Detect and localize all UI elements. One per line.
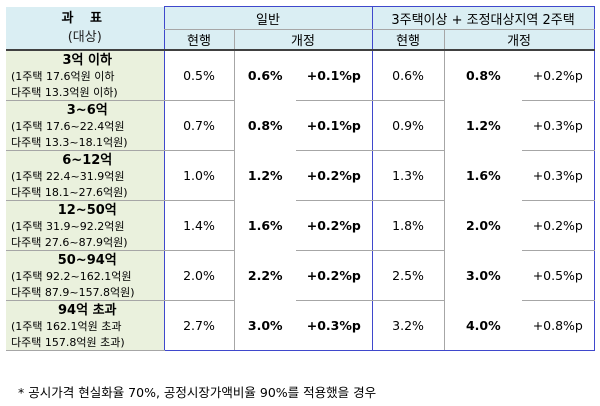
- general-current-rate: 0.7%: [163, 100, 235, 151]
- bracket-single-home: (1주택 92.2~162.1억원: [11, 270, 132, 283]
- multi-revised-rate: 3.0%: [465, 268, 501, 283]
- bracket-title: 3억 이하: [62, 53, 112, 68]
- multi-rate-change: +0.3%p: [522, 100, 595, 151]
- category-header: 과 표 (대상): [6, 6, 164, 51]
- multi-rate-change: +0.2%p: [522, 50, 595, 101]
- bracket-title: 94억 초과: [58, 303, 117, 318]
- multi-rate-change: +0.5%p: [522, 250, 595, 301]
- multi-current-rate: 2.5%: [371, 250, 445, 301]
- bracket-cell: 3~6억 (1주택 17.6~22.4억원 다주택 13.3~18.1억원): [6, 100, 164, 151]
- bracket-single-home: (1주택 31.9~92.2억원: [11, 220, 125, 233]
- general-current-rate: 1.4%: [163, 200, 235, 251]
- multi-revised-rate: 4.0%: [444, 300, 523, 351]
- bracket-single-home: (1주택 22.4~31.9억원: [11, 170, 125, 183]
- bracket-cell: 3억 이하 (1주택 17.6억원 이하 다주택 13.3억원 이하): [6, 50, 164, 101]
- multi-rate-change: +0.8%p: [522, 300, 595, 351]
- bracket-multi-home: 다주택 27.6~87.9억원): [11, 235, 128, 249]
- multi-current-header: 현행: [371, 29, 445, 50]
- multi-current-rate: 1.8%: [371, 200, 445, 251]
- multi-current-rate: 3.2%: [371, 300, 445, 351]
- general-revised-rate: 1.2%: [247, 168, 283, 183]
- general-rate-change: +0.1%p: [296, 50, 373, 101]
- bracket-title: 6~12억: [62, 153, 113, 168]
- general-current-rate: 0.5%: [163, 50, 235, 101]
- bracket-multi-home: 다주택 18.1~27.6억원): [11, 185, 128, 199]
- bracket-multi-home: 다주택 157.8억원 초과): [11, 335, 125, 349]
- general-rate-change: +0.1%p: [296, 100, 373, 151]
- general-rate-change: +0.2%p: [296, 150, 373, 201]
- multi-revised-header: 개정: [444, 29, 595, 50]
- general-current-header: 현행: [163, 29, 235, 50]
- multi-revised-rate: 0.8%: [465, 68, 501, 84]
- bracket-cell: 50~94억 (1주택 92.2~162.1억원 다주택 87.9~157.8억…: [6, 250, 164, 301]
- bracket-title: 12~50억: [57, 203, 117, 218]
- bracket-title: 50~94억: [57, 253, 117, 268]
- category-header-sub: (대상): [67, 29, 102, 45]
- multi-rate-change: +0.3%p: [522, 150, 595, 201]
- multi-current-rate: 1.3%: [371, 150, 445, 201]
- bracket-cell: 94억 초과 (1주택 162.1억원 초과 다주택 157.8억원 초과): [6, 300, 164, 351]
- multi-rate-change: +0.2%p: [522, 200, 595, 251]
- general-revised-rate: 0.8%: [247, 118, 283, 133]
- multi-revised-rate: 1.2%: [465, 118, 501, 133]
- category-header-title: 과 표: [61, 10, 108, 26]
- general-revised-rate: 3.0%: [234, 300, 296, 351]
- bracket-multi-home: 다주택 13.3억원 이하): [11, 85, 118, 99]
- multi-current-rate: 0.6%: [371, 50, 445, 101]
- multi-current-rate: 0.9%: [371, 100, 445, 151]
- multi-revised-rate: 2.0%: [465, 218, 501, 233]
- bracket-multi-home: 다주택 13.3~18.1억원): [11, 135, 128, 149]
- table-row: 3~6억 (1주택 17.6~22.4억원 다주택 13.3~18.1억원) 0…: [6, 100, 595, 151]
- bracket-single-home: (1주택 17.6~22.4억원: [11, 120, 125, 133]
- table-row: 94억 초과 (1주택 162.1억원 초과 다주택 157.8억원 초과) 2…: [6, 300, 595, 351]
- table-row: 50~94억 (1주택 92.2~162.1억원 다주택 87.9~157.8억…: [6, 250, 595, 301]
- bracket-single-home: (1주택 17.6억원 이하: [11, 70, 115, 83]
- general-revised-header: 개정: [234, 29, 373, 50]
- general-rate-change: +0.3%p: [296, 300, 373, 351]
- general-revised-rate: 0.6%: [247, 68, 283, 84]
- bracket-single-home: (1주택 162.1억원 초과: [11, 320, 122, 333]
- footnote: * 공시가격 현실화율 70%, 공정시장가액비율 90%를 적용했을 경우: [18, 385, 377, 400]
- general-current-rate: 1.0%: [163, 150, 235, 201]
- general-header: 일반: [163, 6, 373, 30]
- bracket-cell: 12~50억 (1주택 31.9~92.2억원 다주택 27.6~87.9억원): [6, 200, 164, 251]
- bracket-cell: 6~12억 (1주택 22.4~31.9억원 다주택 18.1~27.6억원): [6, 150, 164, 201]
- table-row: 12~50억 (1주택 31.9~92.2억원 다주택 27.6~87.9억원)…: [6, 200, 595, 251]
- multi-revised-rate: 1.6%: [465, 168, 501, 183]
- general-rate-change: +0.2%p: [296, 250, 373, 301]
- bracket-multi-home: 다주택 87.9~157.8억원): [11, 285, 135, 299]
- table-row: 6~12억 (1주택 22.4~31.9억원 다주택 18.1~27.6억원) …: [6, 150, 595, 201]
- general-revised-rate: 1.6%: [247, 218, 283, 233]
- bracket-title: 3~6억: [66, 103, 108, 118]
- general-rate-change: +0.2%p: [296, 200, 373, 251]
- general-current-rate: 2.7%: [163, 300, 235, 351]
- multi-home-header: 3주택이상 + 조정대상지역 2주택: [371, 6, 595, 30]
- tax-rate-table: 과 표 (대상) 일반 3주택이상 + 조정대상지역 2주택 현행 개정 현행 …: [6, 6, 595, 351]
- table-row: 3억 이하 (1주택 17.6억원 이하 다주택 13.3억원 이하) 0.5%…: [6, 50, 595, 101]
- general-revised-rate: 2.2%: [247, 268, 283, 283]
- general-current-rate: 2.0%: [163, 250, 235, 301]
